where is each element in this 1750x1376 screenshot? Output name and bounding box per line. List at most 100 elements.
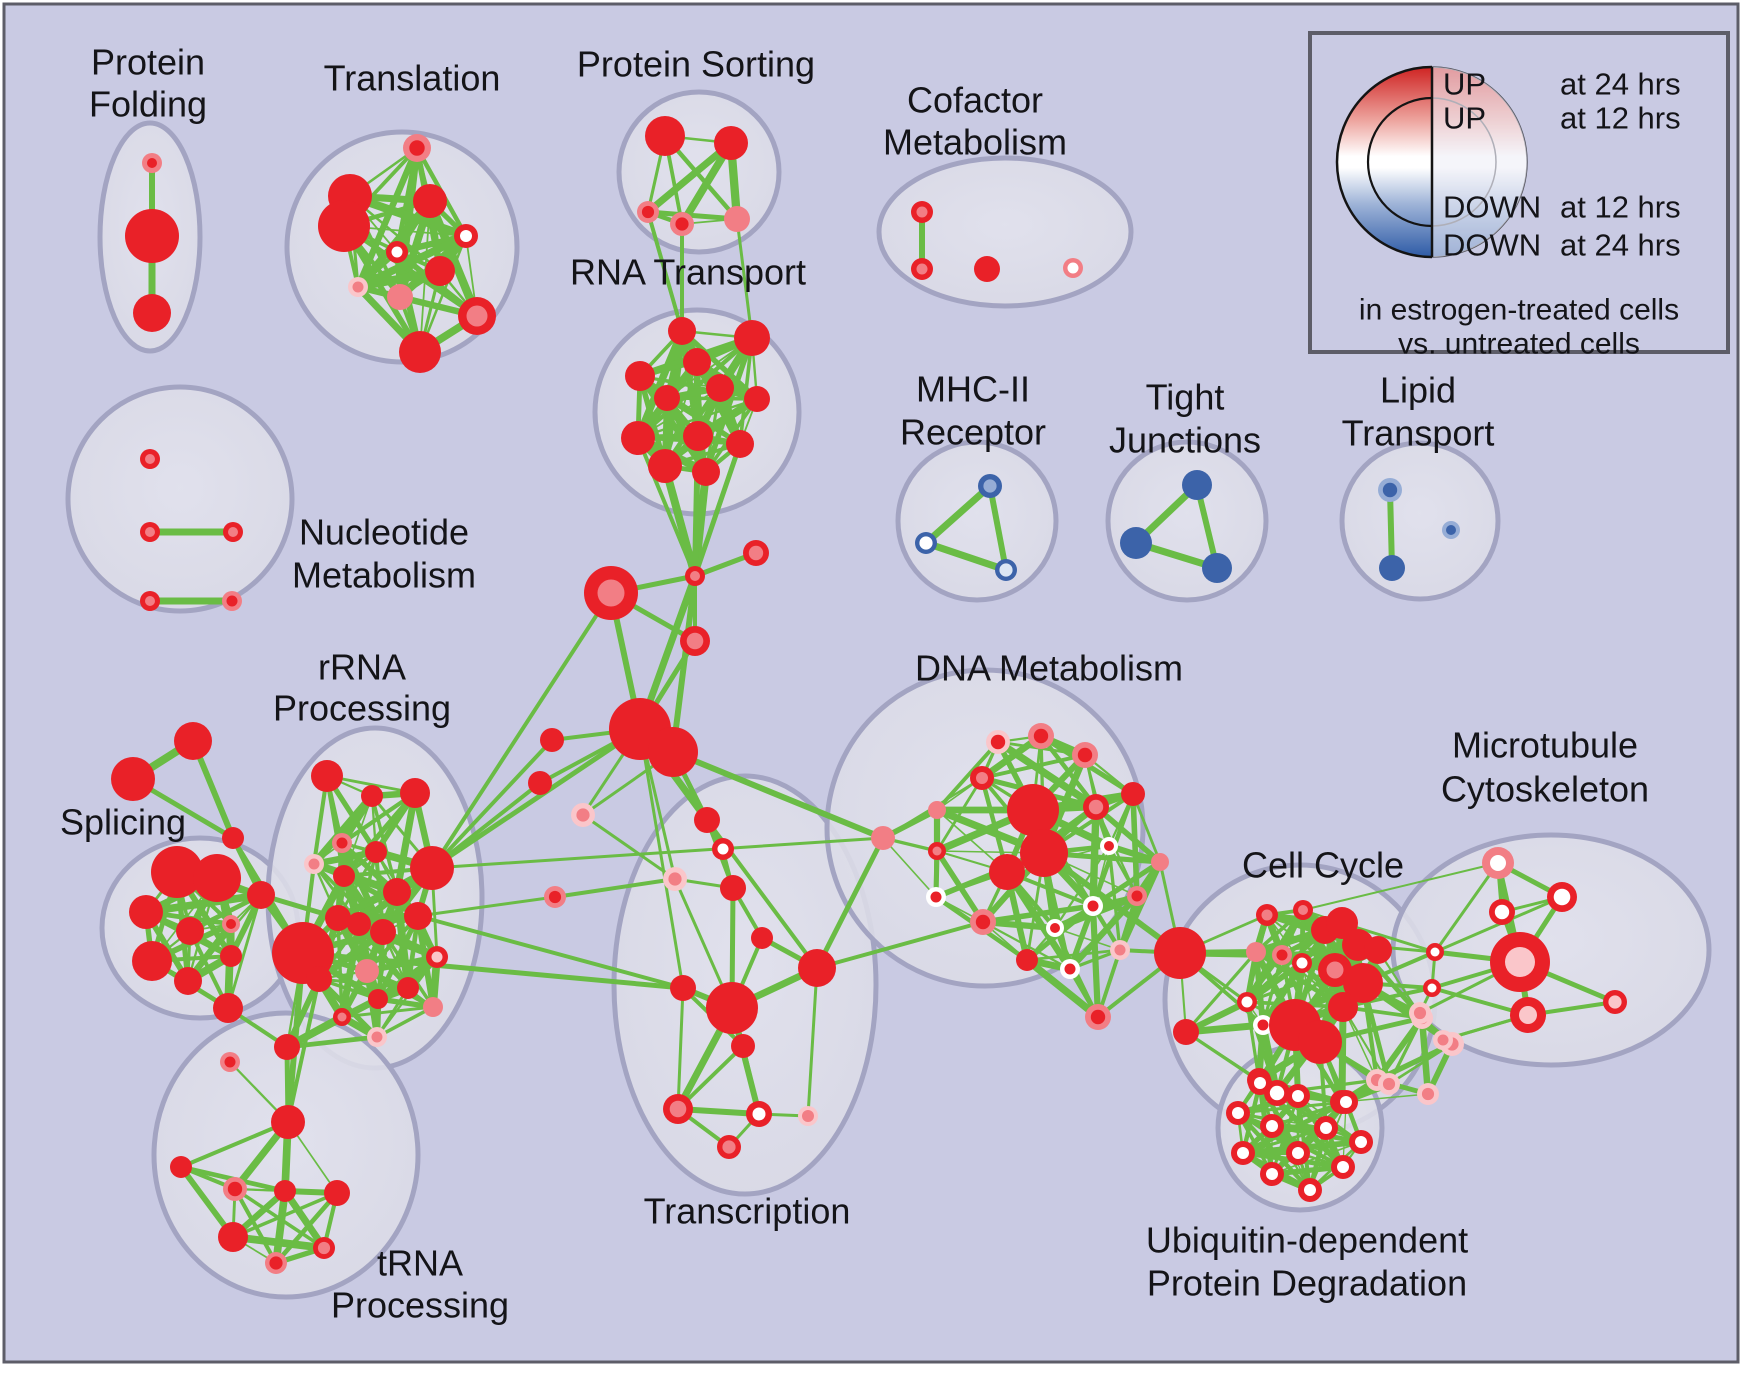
cluster-label-mhc2-line1: Receptor: [900, 412, 1046, 453]
gene-node-core-rrna-21: [371, 1031, 383, 1043]
gene-node-core-rrna-4: [308, 858, 320, 870]
gene-node-rna_transport-7: [683, 421, 713, 451]
cluster-label-rrna-line1: Processing: [273, 688, 451, 729]
edge-rrna-hub: [430, 738, 554, 870]
gene-node-core-rrna-20: [337, 1012, 347, 1022]
gene-node-rna_transport-2: [683, 348, 711, 376]
edge-dna: [981, 920, 1072, 971]
gene-node-core-hub-1: [748, 545, 764, 561]
gene-node-core-cellcycle-14: [1241, 996, 1253, 1008]
edge-rna_transport-hub: [636, 436, 697, 578]
cluster-label-ubiquitin-line0: Ubiquitin-dependent: [1146, 1220, 1468, 1261]
gene-node-core-transcription-1: [717, 843, 729, 855]
gene-node-core-hub-3: [686, 632, 704, 650]
legend-outer-arc: [1335, 65, 1433, 259]
gene-node-splicing-1: [193, 854, 241, 902]
cluster-label-nucleotide-line1: Metabolism: [292, 555, 476, 596]
gene-node-core-cofactor-1: [916, 263, 928, 275]
gene-node-rrna-10: [325, 905, 351, 931]
cluster-bubble-lipid: [1339, 440, 1501, 602]
gene-node-core-mhc2-0: [983, 479, 997, 493]
edge-cellcycle-microtubule: [1340, 921, 1437, 954]
edge-rrna: [284, 1034, 380, 1050]
gene-node-rna_transport-5: [654, 385, 680, 411]
gene-node-core-microtubule-4: [1505, 947, 1535, 977]
gene-node-splicing-5: [132, 941, 172, 981]
gene-node-rrna-2: [400, 778, 430, 808]
cluster-bubble-microtubule: [1390, 832, 1712, 1068]
legend-caption-line1: vs. untreated cells: [1398, 328, 1640, 361]
gene-node-translation-6: [425, 256, 455, 286]
gene-node-core-dna-15: [975, 914, 991, 930]
gene-node-rna_transport-8: [726, 430, 754, 458]
edge-splicing: [226, 893, 263, 1010]
edge-trna: [273, 1190, 340, 1266]
gene-node-core-trna-8: [269, 1256, 283, 1270]
gene-node-core-ubiquitin-4: [1266, 1120, 1278, 1132]
gene-node-rrna-17: [397, 977, 419, 999]
legend-inner-arc: [1366, 96, 1433, 228]
cluster-label-cofactor-line1: Metabolism: [883, 122, 1067, 163]
gene-node-tight_junctions-2: [1202, 553, 1232, 583]
edge-dna: [1089, 902, 1102, 1021]
gene-node-splicing_triangle-0: [111, 757, 155, 801]
gene-node-core-dna-1: [1033, 728, 1049, 744]
gene-node-transcription-4: [751, 927, 773, 949]
gene-node-rrna-7: [410, 846, 454, 890]
gene-node-core-hub-8: [548, 890, 562, 904]
gene-node-rrna-1: [361, 785, 383, 807]
gene-node-rna_transport-11: [692, 458, 720, 486]
gene-node-core-microtubule-8: [1413, 1006, 1427, 1020]
gene-node-core-transcription-11: [802, 1110, 814, 1122]
gene-node-core-dna-22: [1090, 1009, 1106, 1025]
gene-node-dna-8: [1020, 829, 1068, 877]
gene-node-core-nucleotide-0: [145, 454, 155, 464]
edge-rrna: [393, 789, 419, 896]
gene-node-core-ubiquitin-2: [1340, 1096, 1352, 1108]
gene-node-rna_transport-0: [668, 317, 696, 345]
cluster-bubble-cofactor: [876, 155, 1134, 309]
cluster-label-mhc2-line0: MHC-II: [916, 369, 1030, 410]
gene-node-dna-20: [1016, 949, 1038, 971]
gene-node-core-lipid-0: [1382, 482, 1398, 498]
gene-node-protein_folding-2: [133, 294, 171, 332]
gene-node-cellcycle-0: [1154, 927, 1206, 979]
edge-rna_transport: [664, 395, 743, 447]
gene-node-splicing-3: [176, 917, 204, 945]
gene-node-core-microtubule-3: [1430, 947, 1440, 957]
gene-node-rrna-9: [404, 902, 432, 930]
gene-node-transcription-7: [798, 949, 836, 987]
legend: UP at 24 hrs UP at 12 hrs DOWN at 12 hrs DOWN a…: [1308, 31, 1730, 361]
edge-cellcycle: [1387, 1042, 1454, 1086]
cluster-label-cellcycle-line0: Cell Cycle: [1242, 845, 1404, 886]
edge-hub-rrna: [416, 895, 557, 918]
layer-nodes: [111, 116, 1627, 1274]
gene-node-core-dna-19: [1114, 944, 1126, 956]
gene-node-rrna-16: [355, 959, 379, 983]
gene-node-dna-5: [871, 826, 895, 850]
edge-transcription: [676, 986, 685, 1111]
gene-node-core-transcription-10: [752, 1107, 766, 1121]
gene-node-core-ubiquitin-9: [1266, 1168, 1278, 1180]
gene-node-core-mhc2-2: [999, 563, 1013, 577]
gene-node-translation-10: [399, 331, 441, 373]
gene-node-core-splicing-4: [226, 919, 236, 929]
gene-node-core-protein_folding-0: [147, 158, 157, 168]
edge-hub: [670, 573, 698, 755]
edge-rrna: [381, 930, 435, 1009]
edge-dna: [980, 753, 1087, 780]
edge-rrna: [357, 850, 378, 926]
gene-node-core-dna-2: [1077, 747, 1093, 763]
gene-node-core-cofactor-0: [916, 206, 928, 218]
gene-node-rna_transport-4: [706, 374, 734, 402]
cluster-label-trna-line1: Processing: [331, 1285, 509, 1326]
edge-rrna: [375, 1005, 435, 1039]
cluster-label-dna-line0: DNA Metabolism: [915, 648, 1183, 689]
legend-caption-line0: in estrogen-treated cells: [1359, 294, 1679, 327]
edge-dna: [1066, 892, 1141, 973]
legend-direction-2: DOWN: [1443, 190, 1541, 225]
edge-hub-transcription: [581, 813, 677, 881]
edge-mhc2: [922, 539, 1010, 574]
gene-node-core-trna-7: [317, 1241, 331, 1255]
